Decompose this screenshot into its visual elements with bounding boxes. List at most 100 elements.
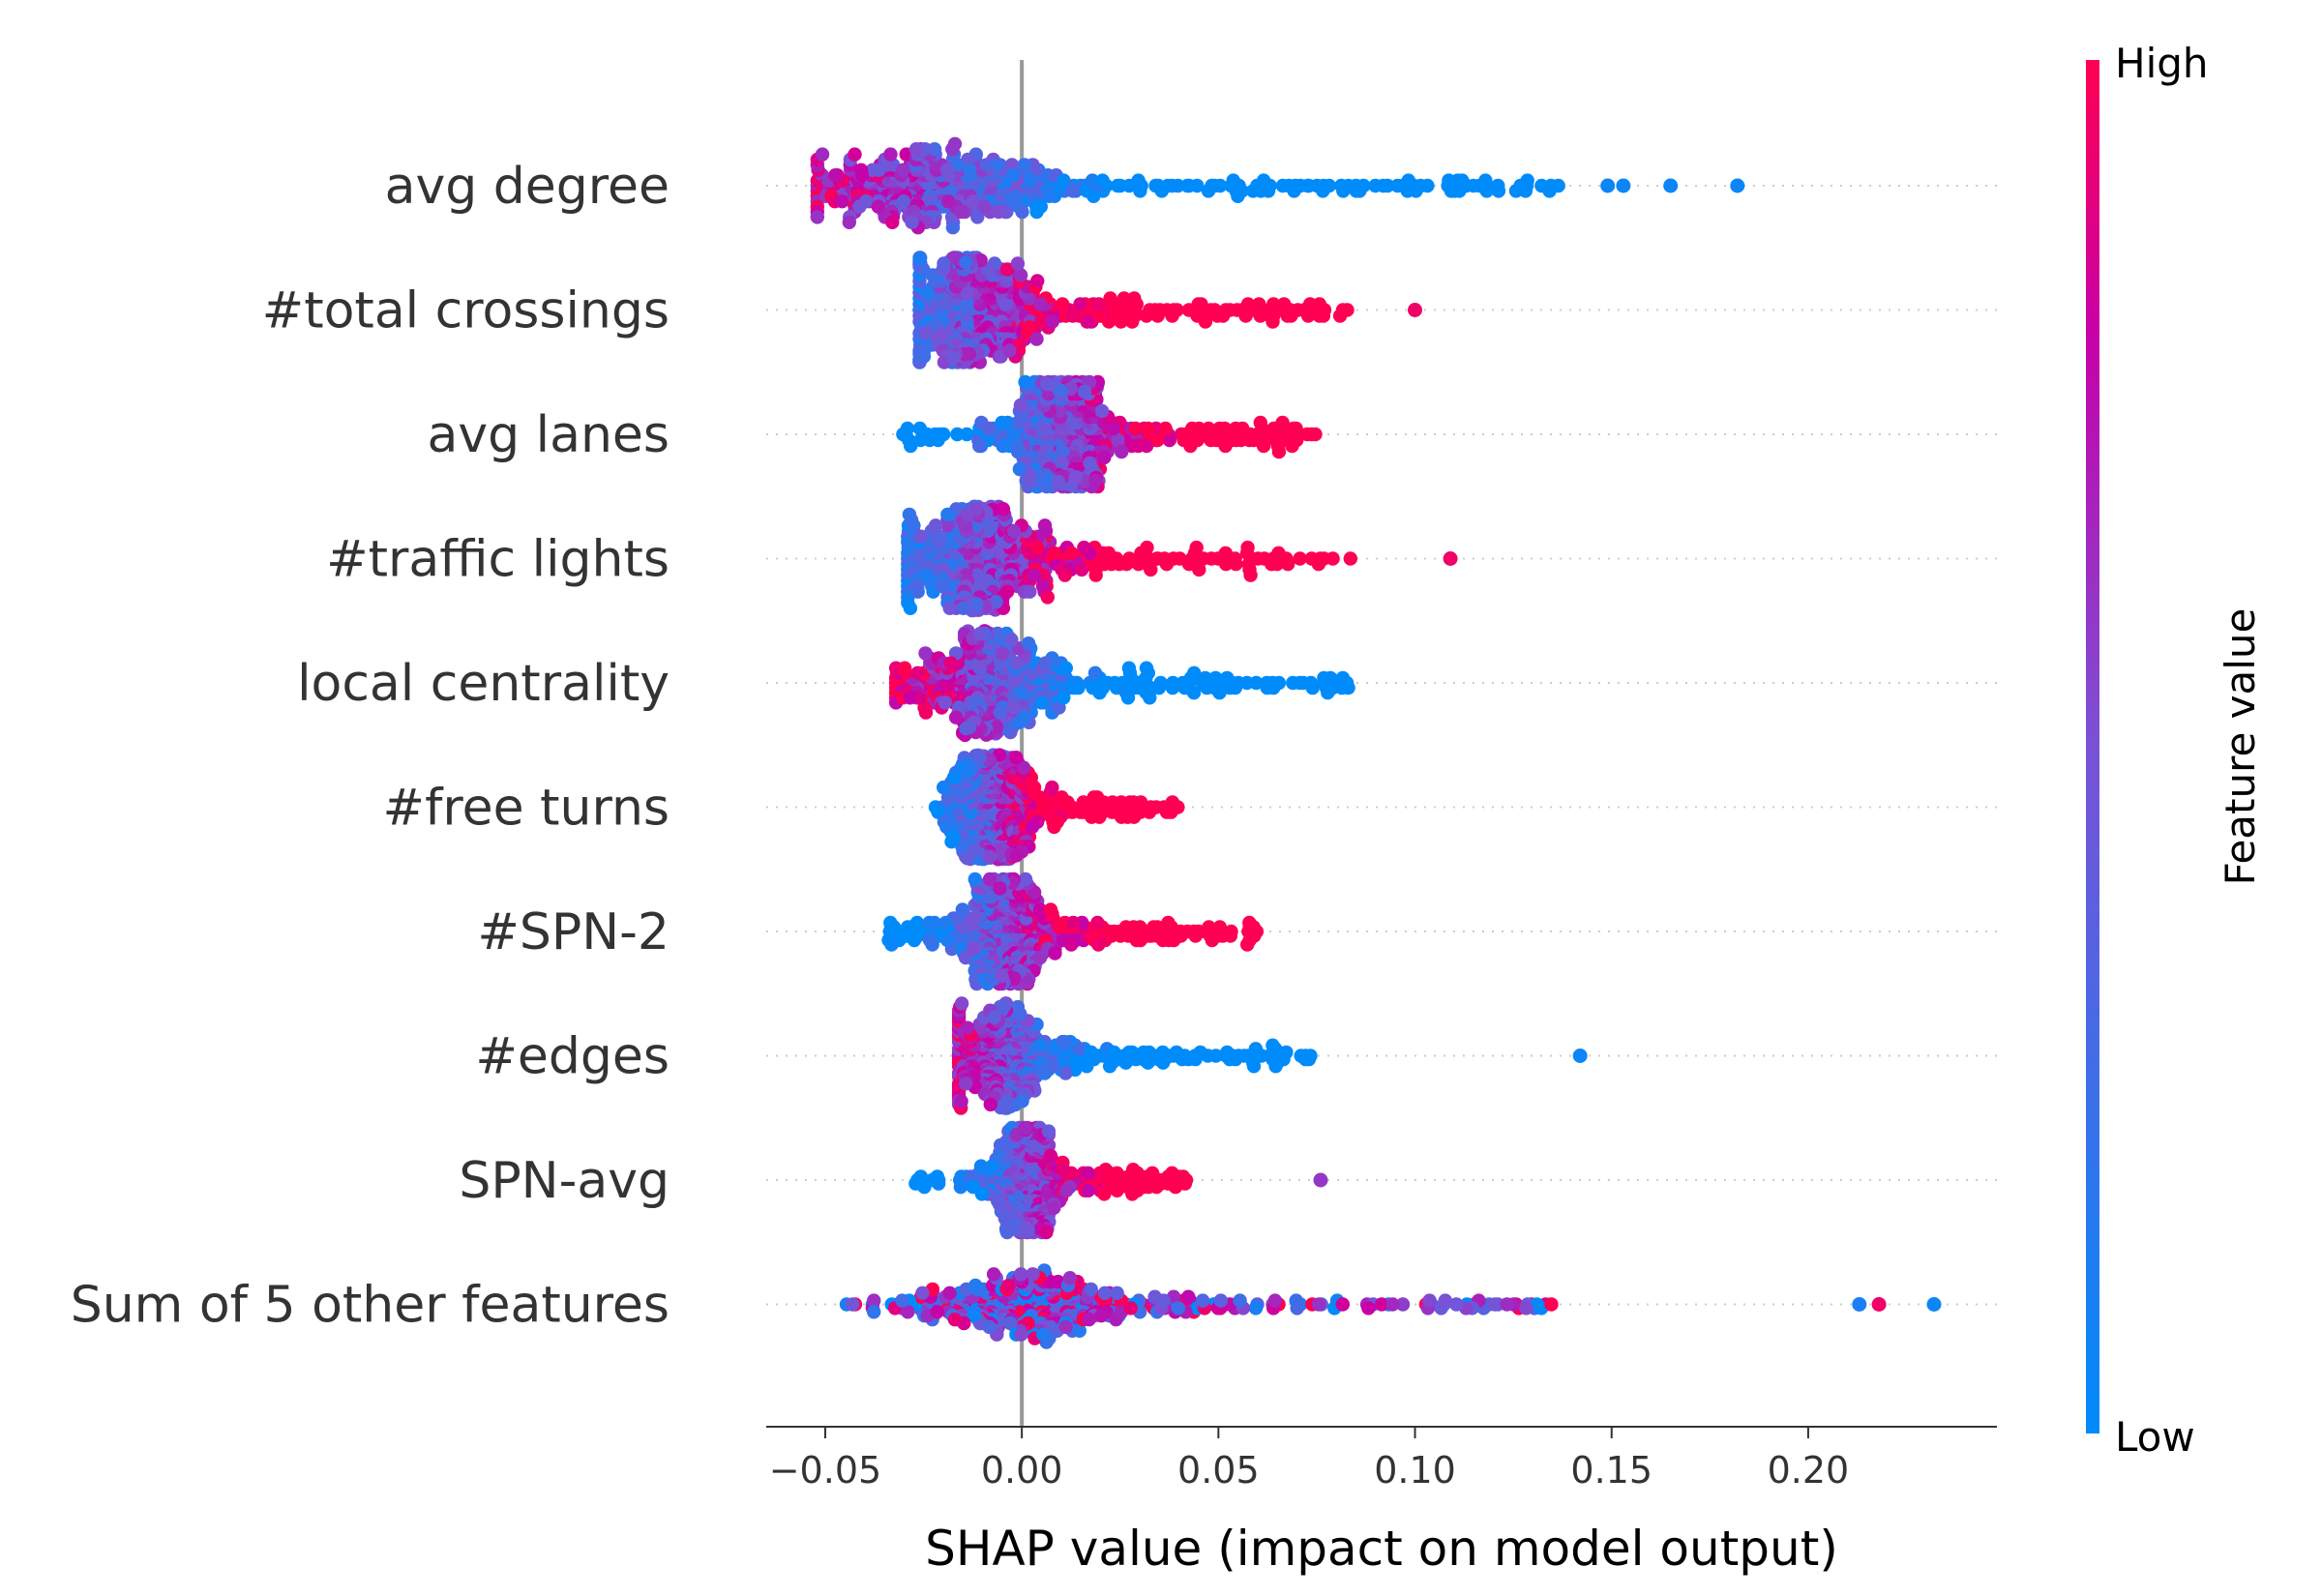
shap-point: [1071, 680, 1086, 695]
shap-point: [1054, 384, 1068, 399]
shap-point: [1034, 314, 1049, 329]
feature-label: avg degree: [385, 158, 670, 216]
shap-point: [917, 1180, 932, 1195]
shap-point: [939, 163, 955, 177]
shap-point: [986, 1267, 1001, 1282]
shap-point: [1217, 675, 1232, 691]
shap-point: [1043, 1148, 1058, 1164]
shap-point: [1390, 178, 1405, 193]
colorbar-low-label: Low: [2115, 1413, 2195, 1461]
colorbar-title: Feature value: [2217, 608, 2264, 886]
shap-point: [1006, 194, 1021, 209]
shap-point: [1030, 274, 1045, 288]
shap-point: [945, 221, 961, 235]
shap-point: [1248, 1301, 1264, 1315]
shap-point: [1269, 557, 1285, 572]
shap-point: [1010, 444, 1026, 459]
shap-point: [1271, 303, 1286, 317]
shap-point: [982, 849, 997, 864]
shap-point: [1478, 173, 1493, 188]
shap-point: [815, 147, 830, 162]
shap-point: [1261, 184, 1276, 198]
shap-point: [1006, 523, 1022, 539]
shap-point: [1293, 551, 1307, 566]
shap-point: [925, 937, 939, 952]
shap-point: [1153, 1176, 1168, 1191]
shap-point: [1162, 432, 1177, 448]
shap-point: [1041, 1124, 1057, 1138]
shap-point: [937, 256, 951, 271]
shap-point: [810, 210, 824, 224]
shap-point: [1088, 473, 1103, 488]
shap-point: [1006, 700, 1021, 715]
shap-point: [1034, 695, 1049, 710]
shap-point: [1035, 578, 1051, 594]
shap-point: [1266, 421, 1281, 436]
shap-point: [1039, 1225, 1054, 1240]
shap-point: [1125, 314, 1140, 329]
shap-point: [1116, 291, 1132, 306]
shap-point: [910, 584, 925, 599]
shap-point: [1085, 810, 1099, 824]
feature-label: #edges: [475, 1028, 670, 1086]
x-tick-label: 0.10: [1374, 1449, 1456, 1492]
shap-point: [1045, 780, 1059, 795]
shap-point: [1374, 1297, 1389, 1312]
shap-point: [1188, 929, 1203, 943]
shap-point: [1253, 415, 1268, 430]
shap-point: [992, 1148, 1007, 1164]
shap-outlier-point: [1926, 1297, 1942, 1312]
shap-point: [1039, 376, 1055, 392]
shap-point: [940, 194, 956, 209]
shap-point: [1056, 297, 1070, 311]
colorbar-high-label: High: [2115, 40, 2209, 87]
shap-point: [1265, 1038, 1280, 1052]
shap-point: [1165, 680, 1180, 695]
shap-point: [1229, 557, 1243, 572]
shap-point: [1183, 438, 1198, 454]
shap-point: [938, 915, 953, 931]
shap-point: [1121, 661, 1137, 675]
shap-point: [1012, 715, 1027, 729]
shap-point: [982, 1319, 997, 1335]
shap-point: [968, 502, 984, 517]
shap-point: [942, 601, 957, 615]
shap-point: [1198, 314, 1213, 329]
shap-point: [1013, 268, 1028, 282]
shap-point: [1150, 309, 1165, 323]
shap-point: [1132, 1169, 1147, 1184]
shap-point: [1056, 1034, 1070, 1049]
shap-point: [1229, 432, 1243, 448]
shap-point: [1110, 1286, 1124, 1301]
shap-point: [1056, 1163, 1071, 1177]
shap-point: [954, 204, 968, 220]
shap-point: [1167, 932, 1181, 948]
shap-point: [918, 705, 934, 720]
shap-point: [1091, 297, 1107, 311]
shap-point: [1102, 1059, 1117, 1074]
shap-point: [1271, 444, 1287, 459]
shap-point: [1210, 551, 1226, 566]
shap-point: [1265, 314, 1280, 329]
shap-point: [979, 158, 995, 172]
shap-point: [1143, 691, 1157, 705]
feature-label: #SPN-2: [477, 903, 670, 961]
shap-point: [1091, 309, 1107, 323]
shap-point: [1279, 1045, 1294, 1060]
shap-point: [1000, 262, 1015, 277]
shap-point: [1198, 670, 1212, 686]
shap-point: [1442, 173, 1456, 188]
shap-point: [1118, 1055, 1133, 1070]
shap-point: [1144, 562, 1158, 577]
shap-point: [916, 345, 931, 360]
shap-point: [955, 840, 969, 854]
shap-point: [1181, 1289, 1196, 1304]
shap-point: [907, 932, 922, 948]
shap-point: [973, 626, 988, 641]
shap-point: [1047, 546, 1061, 560]
shap-point: [1094, 403, 1110, 419]
shap-point: [1091, 937, 1106, 952]
shap-point: [1057, 173, 1071, 188]
shap-outlier-point: [1730, 178, 1745, 193]
